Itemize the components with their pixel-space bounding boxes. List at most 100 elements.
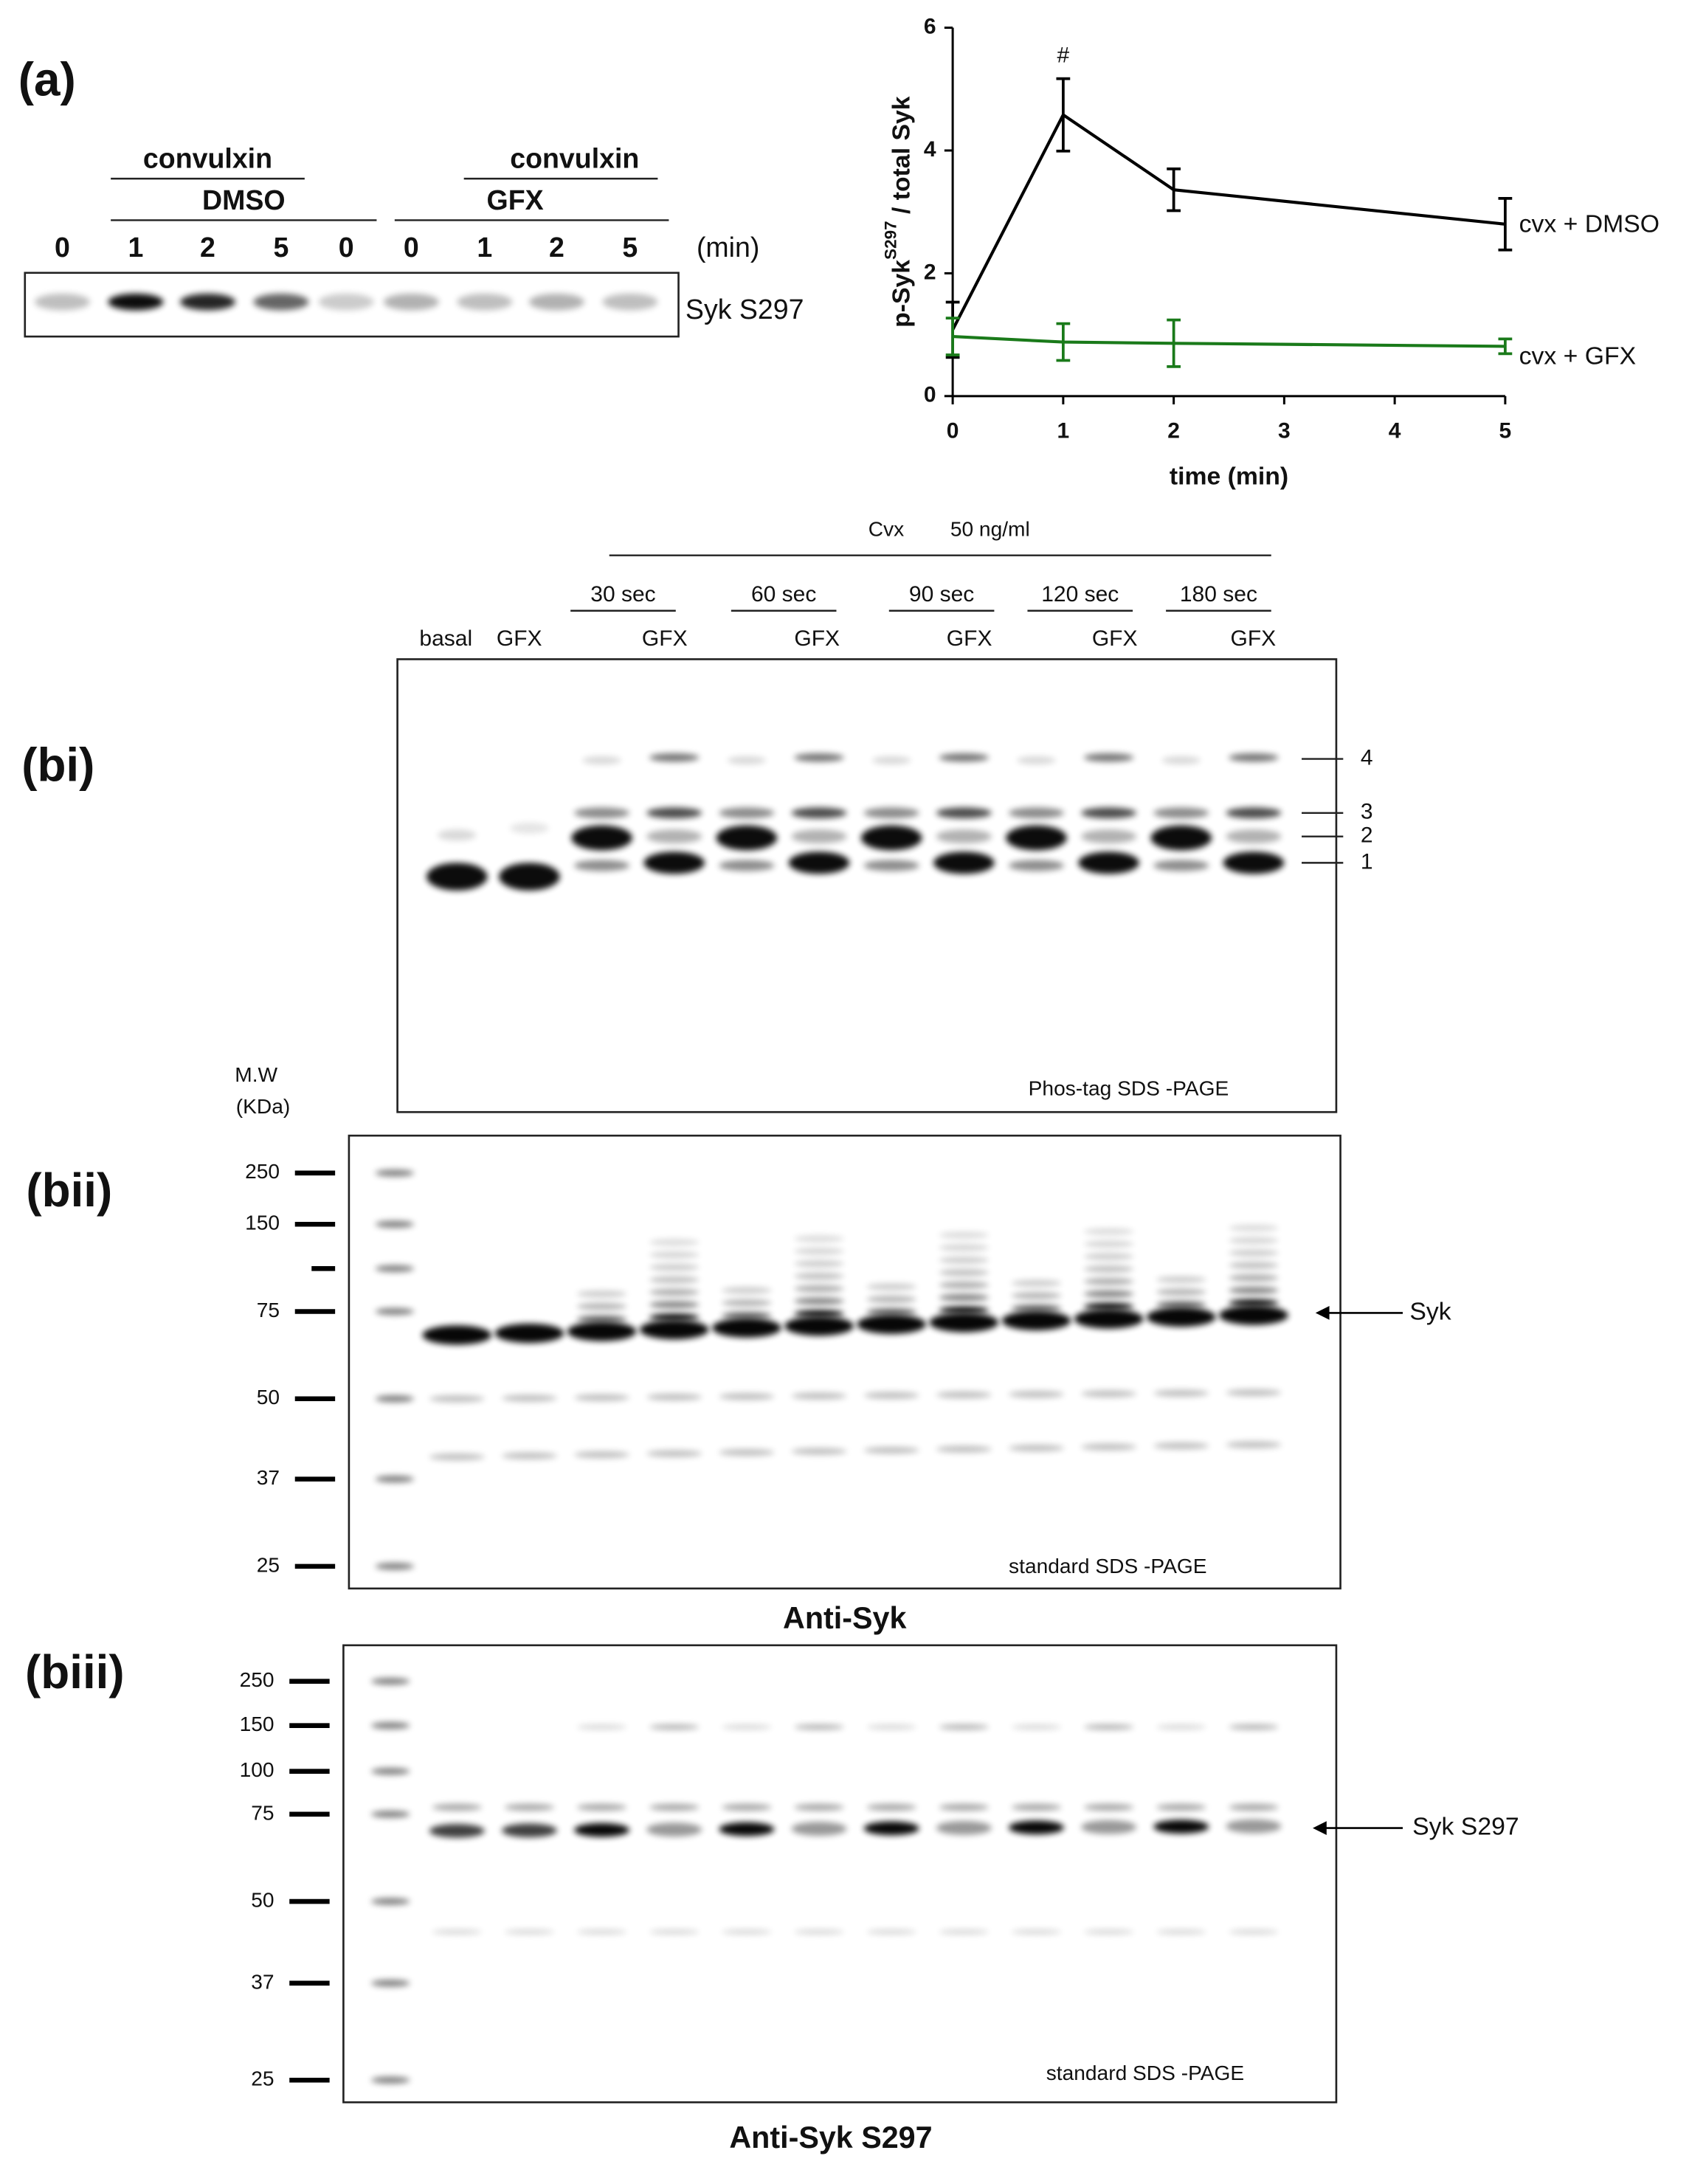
error-bar — [1167, 318, 1181, 368]
band — [501, 1823, 557, 1838]
band — [1008, 1391, 1064, 1398]
error-bar — [1498, 337, 1513, 356]
lane-label: 0 — [404, 232, 419, 263]
error-bar — [945, 317, 960, 356]
band — [510, 822, 549, 834]
band — [933, 851, 995, 874]
band — [1226, 1819, 1282, 1834]
band — [375, 1307, 415, 1316]
band — [939, 1306, 990, 1314]
error-bar-path — [945, 317, 960, 356]
band — [1081, 807, 1137, 819]
band — [1001, 1310, 1071, 1331]
marker-label: 150 — [240, 1713, 274, 1735]
band — [719, 1393, 775, 1400]
error-bar-path — [1167, 318, 1181, 368]
band — [1229, 1803, 1279, 1811]
band — [794, 1929, 844, 1935]
band — [866, 1724, 916, 1730]
gel — [396, 658, 1338, 1113]
band — [574, 1822, 630, 1837]
treatment-label: DMSO — [202, 184, 286, 215]
band — [1153, 1442, 1209, 1450]
band — [429, 1453, 485, 1461]
band — [866, 1283, 916, 1290]
error-bar-path — [1498, 196, 1513, 252]
band — [794, 1310, 844, 1318]
band — [1083, 1253, 1134, 1260]
band — [936, 1445, 992, 1453]
band — [34, 293, 90, 311]
band — [1153, 807, 1209, 819]
band-label: Syk S297 — [685, 294, 804, 325]
band — [1229, 1929, 1279, 1935]
lane-label: GFX — [947, 626, 992, 651]
band — [939, 1293, 990, 1302]
lane-label: 0 — [339, 232, 354, 263]
band — [788, 851, 850, 874]
band — [1161, 756, 1201, 765]
band — [649, 1276, 700, 1284]
band — [1083, 1290, 1134, 1298]
time-label: 30 sec — [590, 582, 655, 607]
band — [602, 293, 658, 311]
marker-label: 75 — [257, 1299, 280, 1321]
band — [1011, 1292, 1062, 1299]
band — [719, 860, 775, 871]
band — [1229, 753, 1279, 762]
band — [863, 1392, 919, 1399]
arrow-head — [1313, 1821, 1327, 1836]
band — [649, 753, 700, 762]
band — [1156, 1929, 1206, 1935]
gel-caption: Phos-tag SDS -PAGE — [1029, 1077, 1229, 1100]
error-bar — [1167, 167, 1181, 212]
x-tick-label: 4 — [1389, 419, 1401, 443]
band — [1083, 1228, 1134, 1235]
band — [1146, 1307, 1216, 1327]
band — [571, 825, 632, 851]
error-bar — [1056, 77, 1071, 153]
band — [1153, 1389, 1209, 1397]
band — [939, 1724, 990, 1730]
band — [791, 829, 847, 844]
band — [1229, 1299, 1279, 1307]
band — [253, 293, 309, 311]
band — [1229, 1287, 1279, 1294]
band — [1223, 851, 1285, 874]
band — [375, 1395, 415, 1403]
band — [649, 1251, 700, 1259]
band — [1229, 1224, 1279, 1232]
band — [794, 1248, 844, 1255]
marker-label: 25 — [251, 2067, 274, 2090]
band — [576, 1929, 627, 1935]
band — [939, 1257, 990, 1264]
panel-label: (bii) — [26, 1164, 112, 1217]
lane-label: GFX — [794, 626, 840, 651]
marker-label: 75 — [251, 1801, 274, 1824]
treatment-label: GFX — [487, 184, 544, 215]
band-label: Syk — [1409, 1297, 1451, 1325]
time-label: 60 sec — [751, 582, 816, 607]
panel-label: (a) — [18, 52, 76, 106]
band-number: 4 — [1361, 746, 1373, 770]
y-tick-label: 2 — [924, 260, 936, 284]
error-bar — [1498, 196, 1513, 252]
band — [722, 1287, 772, 1294]
band — [719, 807, 775, 819]
blot-title: Anti-Syk — [783, 1601, 906, 1635]
band — [719, 1448, 775, 1456]
unit-label: (min) — [697, 232, 759, 263]
treatment-label: Cvx — [868, 517, 904, 540]
band — [794, 1272, 844, 1280]
band — [1081, 829, 1137, 844]
time-label: 120 sec — [1041, 582, 1119, 607]
band — [370, 1722, 410, 1729]
band-label: Syk S297 — [1412, 1813, 1519, 1841]
series-label: cvx + GFX — [1519, 342, 1637, 370]
lane-label: 1 — [128, 232, 143, 263]
band — [939, 1929, 990, 1935]
band — [646, 1822, 702, 1837]
band — [639, 1319, 709, 1340]
band — [1153, 1820, 1209, 1834]
marker-label: 25 — [257, 1553, 280, 1576]
